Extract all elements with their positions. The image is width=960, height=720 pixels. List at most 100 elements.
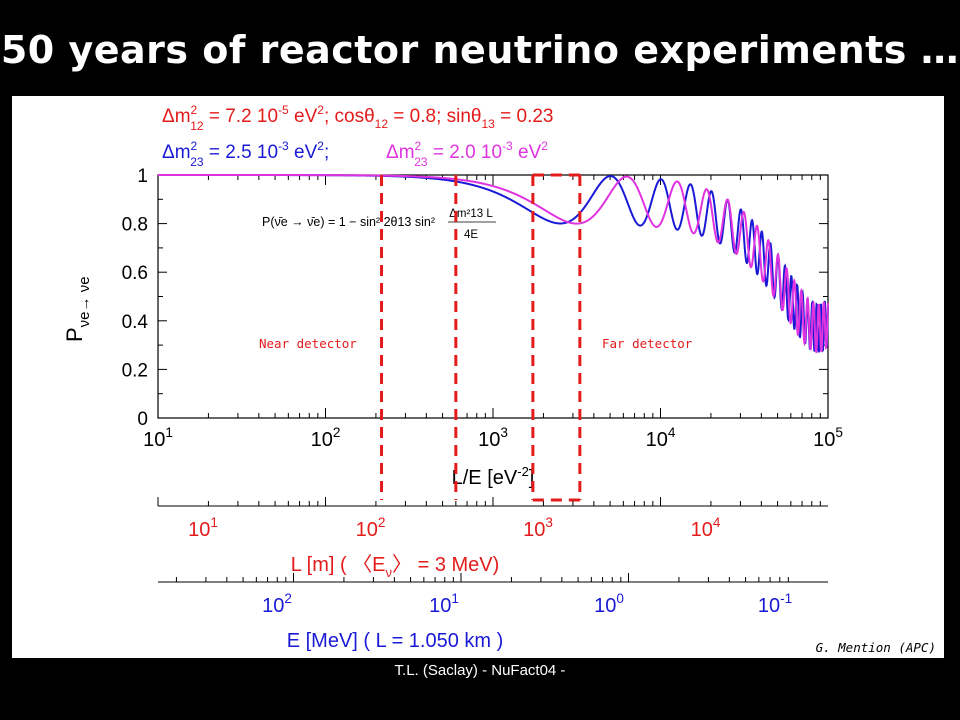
text-part: Δm — [162, 142, 191, 163]
text-part: 10 — [813, 429, 835, 451]
text-part: -2 — [517, 464, 529, 479]
credit-label: G. Mention (APC) — [816, 640, 936, 655]
text-part: -3 — [502, 139, 513, 153]
text-part: ; — [324, 142, 329, 163]
y-tick-labels: 0 0.2 0.4 0.6 0.8 1 — [122, 166, 149, 430]
params-line-1: Δm2 12 = 7.2 10-5 eV2; cosθ12 = 0.8; sinθ… — [162, 103, 554, 133]
text-part: ν — [386, 565, 393, 580]
text-part: 13 — [482, 117, 496, 131]
figure-panel: Δm2 12 = 7.2 10-5 eV2; cosθ12 = 0.8; sinθ… — [12, 96, 944, 658]
text-part: 2 — [333, 425, 341, 440]
text-part: 3 — [500, 425, 508, 440]
text-part: 0 — [616, 591, 624, 606]
distance-tick-label: 104 — [691, 515, 721, 541]
text-part: = 0.8; sinθ — [388, 106, 481, 127]
text-part: 10 — [691, 519, 713, 541]
text-part: 10 — [758, 595, 780, 617]
text-part: 1 — [210, 515, 218, 530]
text-part: eV — [289, 106, 318, 127]
text-part: ] — [529, 467, 535, 489]
energy-axis-label: E [MeV] ( L = 1.050 km ) — [287, 630, 504, 652]
text-part: 2 — [378, 515, 386, 530]
detector-regions — [380, 173, 582, 502]
distance-tick-label: 101 — [188, 515, 218, 541]
text-part: ; cosθ — [324, 106, 375, 127]
text-part: = 7.2 10 — [204, 106, 278, 127]
text-part: eV — [289, 142, 318, 163]
text-part: 10 — [262, 595, 284, 617]
y-tick-label: 0 — [137, 409, 148, 430]
text-part: 2 — [191, 139, 198, 153]
text-part: 23 — [414, 155, 428, 169]
text-part: 〉 = 3 MeV) — [392, 554, 499, 576]
y-tick-label: 0.4 — [122, 312, 149, 333]
params-line-2: Δm2 23 = 2.5 10-3 eV2; — [162, 139, 329, 169]
text-part: 3 — [545, 515, 553, 530]
formula-numerator: Δm²13 L — [449, 208, 493, 220]
x-tick-label: 102 — [311, 425, 341, 451]
formula-lhs: P(ν̄e → ν̄e) = 1 − sin² 2θ13 sin² — [262, 215, 435, 229]
plot-frame — [157, 174, 829, 419]
curves — [158, 174, 829, 354]
energy-axis: 102 101 100 10-1E [MeV] ( L = 1.050 km ) — [158, 573, 828, 652]
text-part: 10 — [188, 519, 210, 541]
text-part: 2 — [317, 139, 324, 153]
y-axis-label: Pνe→ νe — [62, 276, 93, 342]
distance-tick-label: 102 — [356, 515, 386, 541]
x-axis-label: L/E [eV-2] — [452, 464, 535, 489]
text-part: 10 — [523, 519, 545, 541]
text-part: = 2.5 10 — [204, 142, 278, 163]
energy-tick-label: 10-1 — [758, 591, 792, 617]
text-part: 4 — [713, 515, 721, 530]
text-part: L [m] ( — [291, 554, 352, 576]
slide-footer: T.L. (Saclay) - NuFact04 - — [394, 662, 566, 679]
text-part: -1 — [780, 591, 792, 606]
text-part: 10 — [646, 429, 668, 451]
near-detector-label: Near detector — [259, 336, 357, 351]
distance-axis-label: L [m] ( 〈Eν〉 = 3 MeV) — [291, 554, 500, 580]
energy-tick-label: 102 — [262, 591, 292, 617]
y-tick-label: 0.6 — [122, 263, 148, 284]
text-part: 2 — [284, 591, 292, 606]
text-part: 2 — [317, 103, 324, 117]
text-part: = 2.0 10 — [428, 142, 502, 163]
oscillation-formula: P(ν̄e → ν̄e) = 1 − sin² 2θ13 sin² Δm²13 … — [262, 208, 496, 241]
text-part: 10 — [594, 595, 616, 617]
text-part: 2 — [191, 103, 198, 117]
x-tick-label: 103 — [478, 425, 508, 451]
text-part: 10 — [478, 429, 500, 451]
text-part: 〈E — [352, 554, 385, 576]
text-part: 2 — [541, 139, 548, 153]
text-part: 10 — [311, 429, 333, 451]
text-part: 5 — [835, 425, 843, 440]
text-part: eV — [513, 142, 542, 163]
energy-tick-label: 100 — [594, 591, 624, 617]
formula-denominator: 4E — [464, 229, 478, 241]
text-part: 1 — [451, 591, 459, 606]
magenta-curve — [158, 174, 829, 354]
text-part: -5 — [278, 103, 289, 117]
text-part: Δm — [162, 106, 191, 127]
x-tick-label: 101 — [143, 425, 173, 451]
text-part: 1 — [165, 425, 173, 440]
blue-curve — [158, 174, 829, 353]
y-tick-label: 0.2 — [122, 360, 148, 381]
tick-marks — [157, 174, 828, 419]
chart-figure: Δm2 12 = 7.2 10-5 eV2; cosθ12 = 0.8; sinθ… — [62, 103, 936, 655]
x-tick-label: 105 — [813, 425, 843, 451]
text-part: 10 — [356, 519, 378, 541]
text-part: 10 — [429, 595, 451, 617]
text-part: Δm — [386, 142, 415, 163]
text-part: 23 — [190, 155, 204, 169]
text-part: 12 — [375, 117, 389, 131]
distance-tick-label: 103 — [523, 515, 553, 541]
text-part: νe→ νe — [76, 276, 93, 327]
text-part: 2 — [415, 139, 422, 153]
y-tick-label: 1 — [137, 166, 148, 187]
text-part: L/E [eV — [452, 467, 518, 489]
params-line-2-magenta: Δm2 23 = 2.0 10-3 eV2 — [386, 139, 548, 169]
text-part: -3 — [278, 139, 289, 153]
far-detector-label: Far detector — [602, 336, 693, 351]
x-tick-labels: 101 102 103 104 105 — [143, 425, 843, 451]
